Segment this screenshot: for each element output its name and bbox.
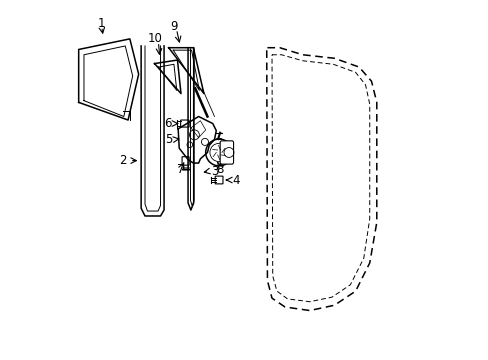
- FancyBboxPatch shape: [220, 141, 233, 164]
- Text: 7: 7: [177, 163, 184, 176]
- FancyBboxPatch shape: [215, 176, 223, 184]
- Text: 10: 10: [148, 32, 163, 45]
- Text: 9: 9: [170, 20, 177, 33]
- Text: 2: 2: [119, 154, 126, 167]
- FancyBboxPatch shape: [180, 120, 189, 127]
- Text: 3: 3: [210, 165, 218, 178]
- Text: 8: 8: [216, 163, 223, 176]
- Text: 6: 6: [164, 117, 171, 130]
- FancyBboxPatch shape: [182, 157, 189, 165]
- Text: 4: 4: [231, 174, 239, 186]
- Text: 5: 5: [164, 133, 172, 146]
- Text: 1: 1: [98, 17, 105, 30]
